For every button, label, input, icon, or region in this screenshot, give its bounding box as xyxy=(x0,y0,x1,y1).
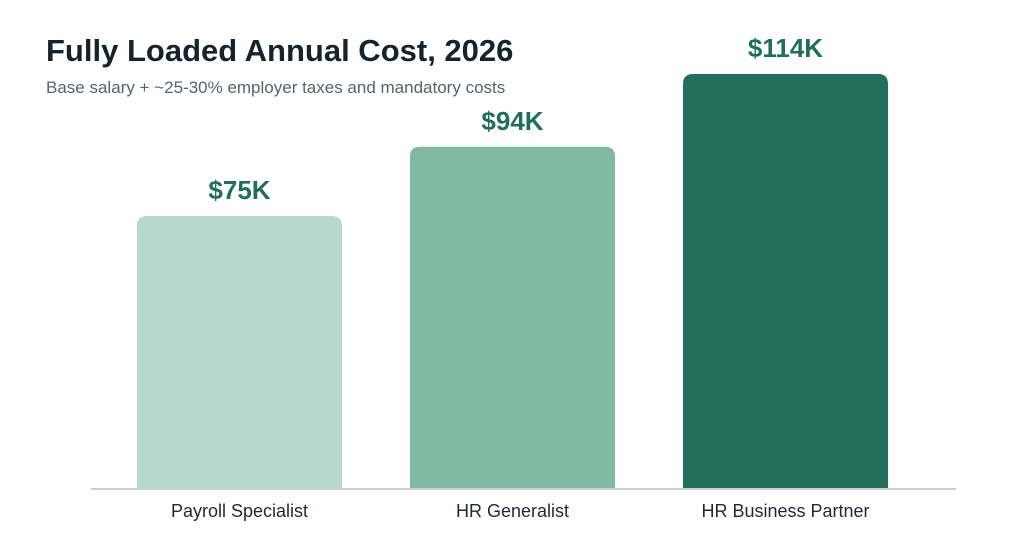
value-label-hr-business-partner: $114K xyxy=(748,33,823,63)
value-labels-group: $75K $94K $114K xyxy=(208,33,823,205)
category-label-payroll-specialist: Payroll Specialist xyxy=(171,501,308,521)
bar-hr-generalist xyxy=(410,146,615,490)
bar-payroll-specialist xyxy=(137,215,342,489)
bars-group xyxy=(137,74,888,490)
category-label-hr-business-partner: HR Business Partner xyxy=(701,501,869,521)
value-label-payroll-specialist: $75K xyxy=(208,175,270,205)
chart-title: Fully Loaded Annual Cost, 2026 xyxy=(46,33,514,68)
category-label-hr-generalist: HR Generalist xyxy=(456,501,569,521)
chart-subtitle: Base salary + ~25-30% employer taxes and… xyxy=(46,78,506,97)
category-labels-group: Payroll Specialist HR Generalist HR Busine… xyxy=(171,501,870,521)
bar-hr-business-partner xyxy=(683,74,888,489)
value-label-hr-generalist: $94K xyxy=(481,106,543,136)
